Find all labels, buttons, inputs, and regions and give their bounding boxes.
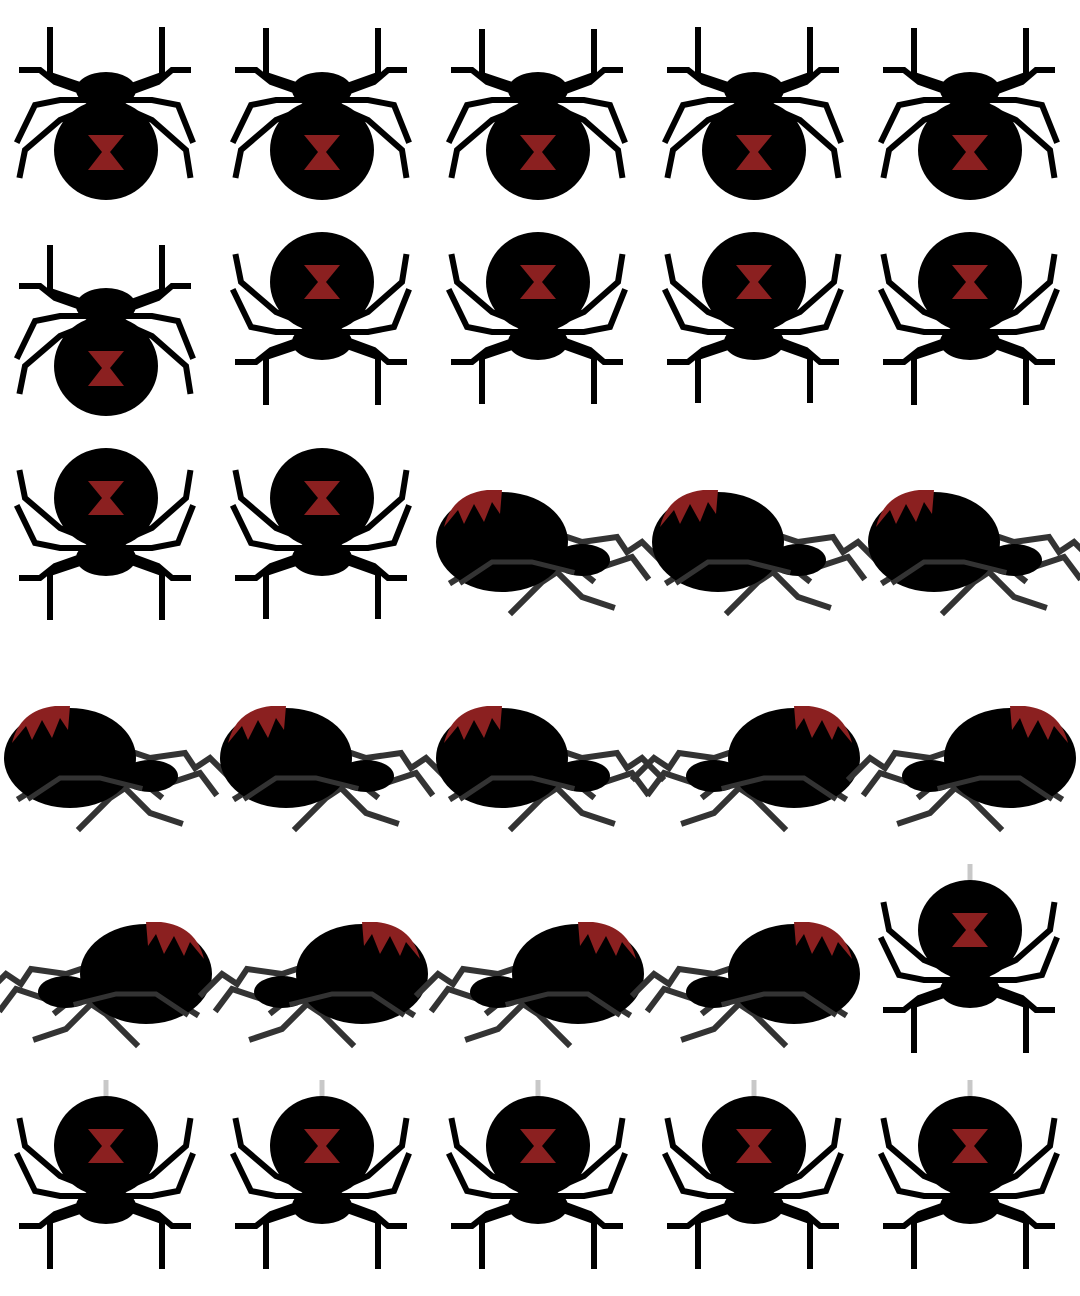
spider-icon [445, 29, 628, 200]
spider-icon [436, 706, 667, 833]
spider-icon [13, 1080, 196, 1269]
spider-icon [629, 706, 860, 833]
spider-icon [229, 1080, 412, 1269]
spider-icon [877, 864, 1060, 1053]
spider-sprite-frame [432, 648, 667, 864]
spider-sprite-frame [432, 1080, 648, 1296]
spider-icon [229, 232, 412, 405]
spider-sprite-frame [648, 432, 883, 648]
spider-icon [661, 27, 844, 200]
spider-icon [445, 232, 628, 404]
spider-icon [229, 28, 412, 200]
spider-icon [436, 490, 667, 617]
spider-sprite-frame [845, 648, 1080, 864]
spider-icon [877, 28, 1060, 200]
spider-sprite-frame [0, 216, 216, 432]
spider-sprite-frame [216, 432, 432, 648]
spider-sprite-frame [629, 864, 864, 1080]
spider-sprite-frame [864, 216, 1080, 432]
spider-sprite-frame [197, 864, 432, 1080]
spider-icon [877, 232, 1060, 405]
spider-sprite-frame [216, 648, 451, 864]
spider-icon [13, 27, 196, 200]
spider-sprite-frame [432, 432, 667, 648]
spider-sprite-frame [0, 432, 216, 648]
spider-sprite-frame [432, 216, 648, 432]
spider-icon [0, 922, 212, 1049]
spider-icon [629, 922, 860, 1049]
spider-sprite-frame [648, 216, 864, 432]
spider-sprite-frame [216, 1080, 432, 1296]
spider-sprite-frame [0, 864, 216, 1080]
spider-sprite-frame [0, 648, 235, 864]
spider-icon [229, 448, 412, 619]
spider-icon [652, 490, 883, 617]
spider-sprite-frame [216, 0, 432, 216]
spider-sprite-frame [864, 864, 1080, 1080]
spider-icon [413, 922, 644, 1049]
spider-sprite-frame [864, 1080, 1080, 1296]
spider-sprite-frame [0, 1080, 216, 1296]
spider-icon [13, 448, 196, 620]
spider-sprite-frame [648, 0, 864, 216]
spider-icon [445, 1080, 628, 1269]
spider-sprite-frame [413, 864, 648, 1080]
spider-icon [4, 706, 235, 833]
spider-sprite-frame [864, 432, 1080, 648]
spider-sprite-frame [432, 0, 648, 216]
spider-sprite-frame [648, 1080, 864, 1296]
spider-icon [220, 706, 451, 833]
spider-icon [13, 245, 196, 416]
spider-icon [661, 1080, 844, 1269]
spider-icon [868, 490, 1080, 617]
spider-icon [197, 922, 428, 1049]
spider-icon [845, 706, 1076, 833]
spider-sprite-frame [864, 0, 1080, 216]
spider-sprite-frame [0, 0, 216, 216]
spider-sprite-frame [629, 648, 864, 864]
spider-sprite-frame [216, 216, 432, 432]
spider-icon [877, 1080, 1060, 1269]
spider-icon [661, 232, 844, 403]
